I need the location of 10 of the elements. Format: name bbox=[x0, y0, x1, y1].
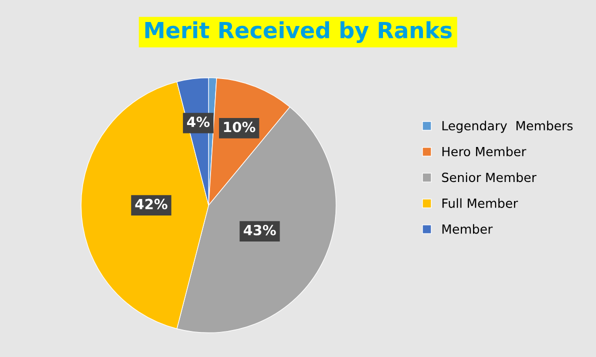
data-label: 42% bbox=[135, 198, 168, 210]
legend-label: Hero Member bbox=[442, 146, 526, 156]
data-label: 4% bbox=[187, 116, 210, 128]
legend-label: Member bbox=[442, 224, 493, 234]
legend-label: Full Member bbox=[442, 198, 518, 208]
data-label: 10% bbox=[224, 122, 256, 132]
legend-label: Legendary Members bbox=[442, 120, 573, 133]
legend-label: Senior Member bbox=[442, 172, 536, 182]
data-label: 43% bbox=[244, 224, 276, 236]
chart-title: Merit Received by Ranks bbox=[145, 21, 452, 43]
